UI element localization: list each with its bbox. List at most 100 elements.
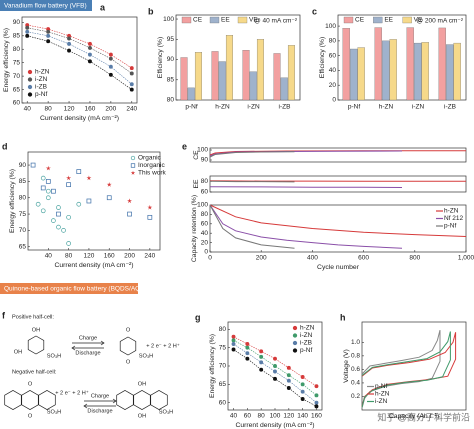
marker xyxy=(88,52,92,57)
marker xyxy=(51,218,56,223)
x-tick-label: 160 xyxy=(85,106,96,113)
x-tick-label: 200 xyxy=(256,255,267,262)
bar xyxy=(273,53,281,101)
y-tick-label: 85 xyxy=(167,76,175,83)
marker xyxy=(66,182,71,188)
series-line xyxy=(361,332,457,407)
marker xyxy=(66,214,71,220)
marker xyxy=(127,198,132,204)
marker xyxy=(40,208,46,214)
y-tick-label: 20 xyxy=(201,239,209,246)
legend-label: CE xyxy=(193,17,203,24)
y-tick-label: 75 xyxy=(13,59,21,66)
marker xyxy=(67,48,71,53)
legend-label: i-ZN xyxy=(300,332,313,339)
marker xyxy=(25,25,30,30)
marker xyxy=(108,56,113,61)
marker xyxy=(245,342,250,346)
y-tick-label: 90 xyxy=(201,157,209,164)
bar xyxy=(414,42,422,101)
atom: OH xyxy=(32,327,40,333)
y-tick-label: 60 xyxy=(201,221,209,228)
series-line xyxy=(27,24,132,69)
panel-letter: h xyxy=(340,312,346,322)
marker xyxy=(76,169,82,174)
marker xyxy=(40,175,46,181)
y-tick-label: 100 xyxy=(197,147,208,154)
marker xyxy=(300,382,305,387)
legend-marker xyxy=(27,69,33,75)
marker xyxy=(51,188,56,194)
legend-swatch xyxy=(373,16,383,24)
x-tick-label: 160 xyxy=(104,253,115,260)
bar xyxy=(242,50,250,101)
legend-label: i-ZN xyxy=(375,398,388,405)
atom: OH xyxy=(138,413,146,419)
marker xyxy=(76,201,82,207)
bar xyxy=(357,47,365,101)
legend-label: EE xyxy=(221,17,230,24)
y-tick-label: 75 xyxy=(219,344,227,351)
legend-marker xyxy=(292,333,298,338)
legend-swatch xyxy=(343,16,354,24)
legend-label: h-ZN xyxy=(35,69,50,76)
x-tick-label: i-ZN xyxy=(247,104,260,111)
legend-label: h-ZN xyxy=(375,391,390,398)
y-tick-label: 40 xyxy=(329,67,337,74)
series-line xyxy=(361,329,441,409)
y-tick-label: 0 xyxy=(204,249,208,256)
x-axis-label: Current density (mA cm⁻²) xyxy=(40,115,119,122)
bar xyxy=(374,27,382,101)
y-tick-label: 80 xyxy=(329,38,337,45)
y-tick-label: 65 xyxy=(19,243,27,250)
bar xyxy=(446,44,454,101)
marker xyxy=(45,188,51,194)
legend-label: Organic xyxy=(138,155,162,162)
y-tick-label: 70 xyxy=(19,227,27,234)
series-line xyxy=(209,204,295,249)
arrow-label: Charge xyxy=(91,393,109,399)
y-tick-label: 80 xyxy=(219,326,227,333)
marker xyxy=(259,360,264,365)
y-tick-label: 0 xyxy=(332,97,336,104)
legend-swatch xyxy=(209,16,220,24)
legend-swatch xyxy=(402,16,412,24)
marker xyxy=(45,179,51,184)
legend-marker xyxy=(292,325,298,331)
atom: SO₃H xyxy=(139,353,153,359)
x-tick-label: 200 xyxy=(105,106,116,113)
marker xyxy=(46,33,51,38)
marker xyxy=(314,400,319,405)
marker xyxy=(231,342,236,346)
series-line xyxy=(209,150,403,157)
x-axis-label: Current density (mA cm⁻²) xyxy=(54,262,133,269)
x-tick-label: i-ZN xyxy=(412,104,425,111)
bar xyxy=(342,28,350,101)
y-tick-label: 65 xyxy=(219,381,227,388)
x-tick-label: i-ZB xyxy=(444,104,456,111)
plot-frame xyxy=(209,175,467,193)
x-tick-label: 600 xyxy=(358,255,369,262)
bar xyxy=(438,27,446,101)
series-line xyxy=(209,180,466,182)
electrons: + 2 e⁻ + 2 H⁺ xyxy=(146,342,180,349)
y-tick-label: 70 xyxy=(219,363,227,370)
series-line xyxy=(209,151,295,158)
arrow-label: Discharge xyxy=(87,408,112,414)
arrow-label: Charge xyxy=(79,335,97,341)
legend-label: p-Nf xyxy=(375,383,387,390)
ring xyxy=(4,389,22,411)
marker xyxy=(46,29,51,34)
marker xyxy=(231,347,236,352)
x-axis-label: Current density (mA cm⁻²) xyxy=(235,422,314,429)
series-line xyxy=(27,31,132,85)
bar xyxy=(194,52,203,101)
arrow-label: Discharge xyxy=(75,350,100,356)
plot-frame xyxy=(21,16,138,104)
banner-text: Vanadium flow battery (VFB) xyxy=(4,3,87,10)
legend-label: h-ZN xyxy=(300,325,315,332)
legend-marker xyxy=(130,170,136,175)
marker xyxy=(108,64,113,69)
marker xyxy=(314,384,319,389)
